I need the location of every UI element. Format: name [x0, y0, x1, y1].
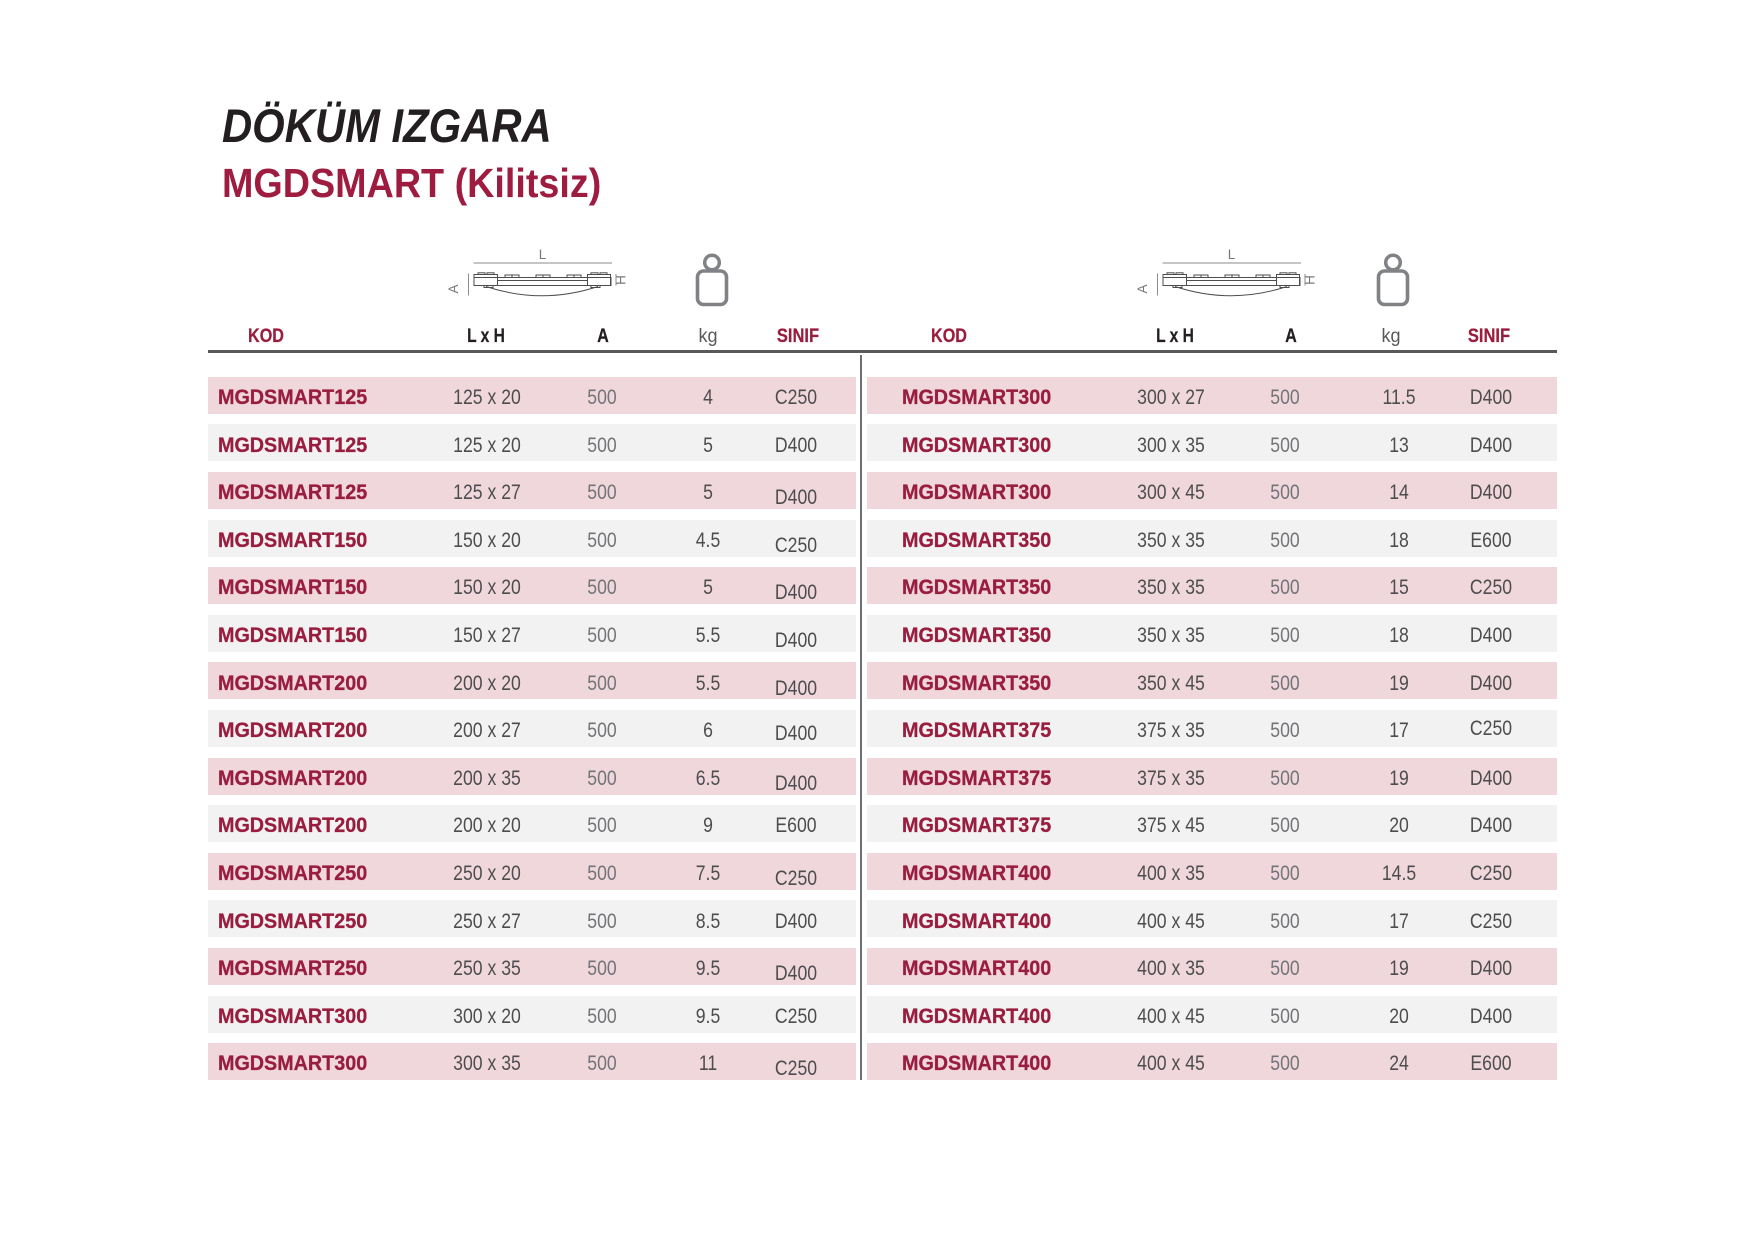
svg-text:L: L — [1228, 247, 1236, 262]
svg-text:A: A — [1135, 284, 1150, 293]
svg-text:A: A — [446, 284, 461, 293]
svg-text:H: H — [614, 275, 629, 285]
svg-text:L: L — [539, 247, 547, 262]
svg-text:H: H — [1303, 275, 1318, 285]
